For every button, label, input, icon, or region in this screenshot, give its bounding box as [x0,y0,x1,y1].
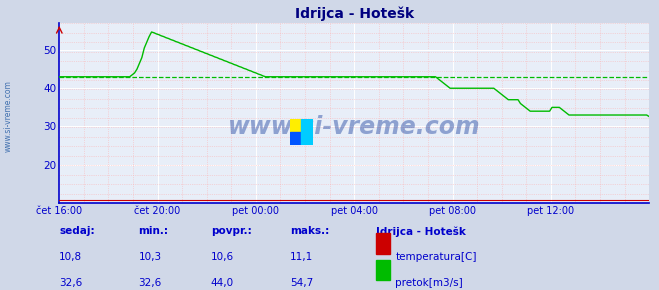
Text: 44,0: 44,0 [211,278,234,288]
Text: 32,6: 32,6 [59,278,82,288]
Text: 54,7: 54,7 [290,278,313,288]
Text: 10,3: 10,3 [138,252,161,262]
Text: 11,1: 11,1 [290,252,313,262]
Text: maks.:: maks.: [290,226,330,236]
Text: temperatura[C]: temperatura[C] [395,252,477,262]
Text: www.si-vreme.com: www.si-vreme.com [228,115,480,139]
Bar [290,132,301,145]
Text: sedaj:: sedaj: [59,226,95,236]
Bar [290,119,301,132]
Text: povpr.:: povpr.: [211,226,252,236]
Text: 10,8: 10,8 [59,252,82,262]
Text: pretok[m3/s]: pretok[m3/s] [395,278,463,288]
Title: Idrijca - Hotešk: Idrijca - Hotešk [295,6,414,21]
Text: 10,6: 10,6 [211,252,234,262]
Text: min.:: min.: [138,226,169,236]
Text: 32,6: 32,6 [138,278,161,288]
Text: www.si-vreme.com: www.si-vreme.com [3,80,13,152]
Bar [301,119,313,145]
Text: Idrijca - Hotešk: Idrijca - Hotešk [376,226,465,237]
